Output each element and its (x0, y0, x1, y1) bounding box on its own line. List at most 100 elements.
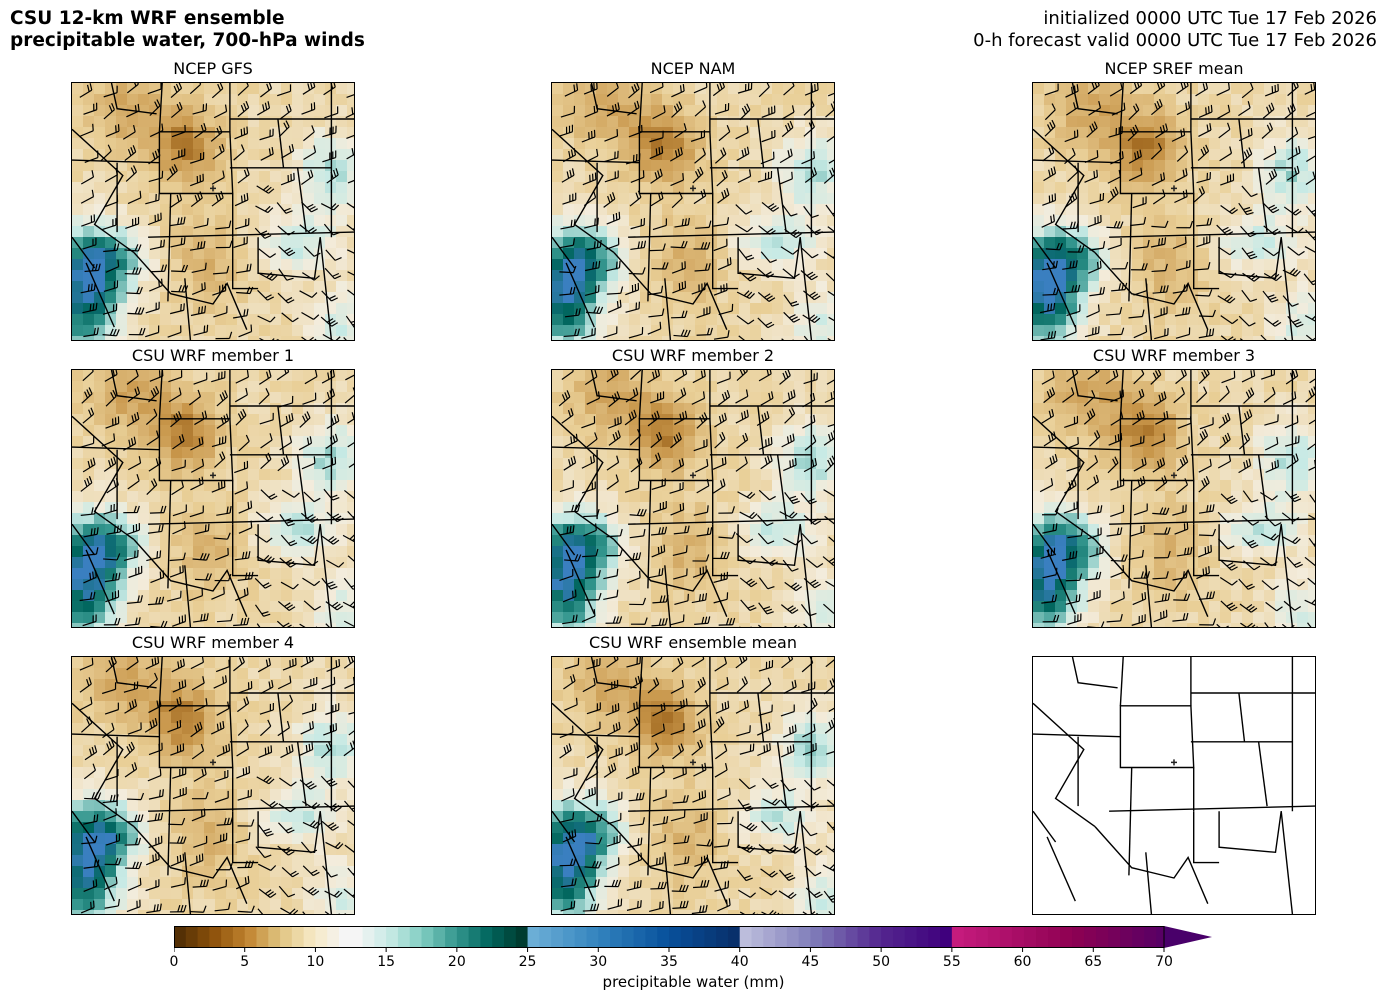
pw-cell (1198, 469, 1210, 481)
wind-barb (625, 301, 641, 313)
border-line (257, 237, 321, 280)
pw-cell (772, 601, 784, 613)
wind-barb (82, 547, 99, 557)
pw-cell (314, 425, 326, 437)
pw-cell (728, 370, 740, 382)
wind-barb (629, 428, 642, 446)
pw-cell (574, 612, 586, 624)
pw-cell (226, 590, 238, 602)
pw-cell (204, 414, 216, 426)
pw-cell (1209, 325, 1221, 337)
wind-barb (104, 370, 118, 382)
wind-barb (671, 261, 686, 274)
pw-cell (1143, 513, 1155, 525)
pw-cell (618, 370, 630, 382)
wind-barb (1132, 410, 1145, 426)
pw-cell (1275, 568, 1287, 580)
wind-barb (691, 391, 706, 405)
pw-cell (336, 127, 348, 139)
pw-cell (1231, 127, 1243, 139)
pw-cell (1132, 259, 1144, 271)
pw-cell (314, 281, 326, 293)
pw-cell (127, 204, 139, 216)
wind-barb (280, 412, 294, 428)
pw-cell (827, 623, 834, 627)
pw-cell (182, 83, 194, 95)
pw-cell (673, 204, 685, 216)
pw-cell (1110, 292, 1122, 304)
pw-cell (563, 513, 575, 525)
pw-cell (574, 590, 586, 602)
pw-cell (827, 447, 834, 459)
wind-barb (739, 271, 757, 282)
pw-cell (629, 116, 641, 128)
pw-cell (629, 248, 641, 260)
pw-cell (563, 314, 575, 326)
pw-cell (1044, 160, 1056, 172)
pw-cell (706, 480, 718, 492)
pw-cell (772, 292, 784, 304)
pw-cell (105, 712, 117, 724)
wind-barb (322, 388, 336, 404)
pw-cell (684, 381, 696, 393)
pw-cell (347, 171, 354, 183)
pw-cell (94, 248, 106, 260)
pw-cell (1154, 425, 1166, 437)
pw-cell (138, 458, 150, 470)
wind-barb (756, 267, 775, 278)
pw-cell (1242, 546, 1254, 558)
pw-cell (138, 138, 150, 150)
wind-barb (1264, 436, 1279, 451)
pw-cell (127, 270, 139, 282)
pw-cell (193, 160, 205, 172)
pw-cell (292, 116, 304, 128)
pw-cell (204, 149, 216, 161)
wind-barb (260, 83, 273, 98)
wind-barb (629, 190, 642, 207)
pw-cell (1297, 557, 1309, 569)
pw-cell (552, 105, 564, 117)
pw-cell (684, 535, 696, 547)
wind-barb (259, 337, 277, 340)
pw-cell (215, 568, 227, 580)
pw-cell (1077, 491, 1089, 503)
pw-cell (1297, 138, 1309, 150)
pw-cell (629, 612, 641, 624)
pw-cell (1066, 381, 1078, 393)
pw-cell (1253, 590, 1265, 602)
pw-cell (182, 160, 194, 172)
pw-cell (684, 215, 696, 227)
wind-barb (1109, 83, 1123, 97)
pw-cell (596, 612, 608, 624)
wind-barb (1260, 370, 1276, 380)
pw-cell (1154, 281, 1166, 293)
pw-cell (717, 557, 729, 569)
pw-cell (292, 491, 304, 503)
pw-cell (1297, 392, 1309, 404)
wind-barb (669, 482, 684, 494)
pw-cell (783, 590, 795, 602)
wind-barb (1238, 127, 1253, 142)
pw-cell (1154, 226, 1166, 238)
pw-cell (171, 237, 183, 249)
wind-barb (714, 147, 727, 164)
pw-cell (805, 248, 817, 260)
pw-cell (94, 116, 106, 128)
pw-cell (816, 292, 828, 304)
pw-cell (72, 138, 84, 150)
wind-barb (1176, 83, 1189, 95)
pw-cell (292, 513, 304, 525)
wind-barb (1198, 504, 1215, 514)
pw-cell (292, 392, 304, 404)
pw-cell (673, 226, 685, 238)
wind-barb (562, 614, 578, 625)
pw-cell (204, 160, 216, 172)
pw-cell (607, 160, 619, 172)
wind-barb (299, 290, 318, 298)
pw-cell (160, 425, 172, 437)
wind-barb (1129, 83, 1143, 95)
wind-barb (235, 370, 249, 384)
pw-cell (607, 425, 619, 437)
wind-barb (79, 83, 93, 98)
wind-barb (167, 325, 182, 338)
